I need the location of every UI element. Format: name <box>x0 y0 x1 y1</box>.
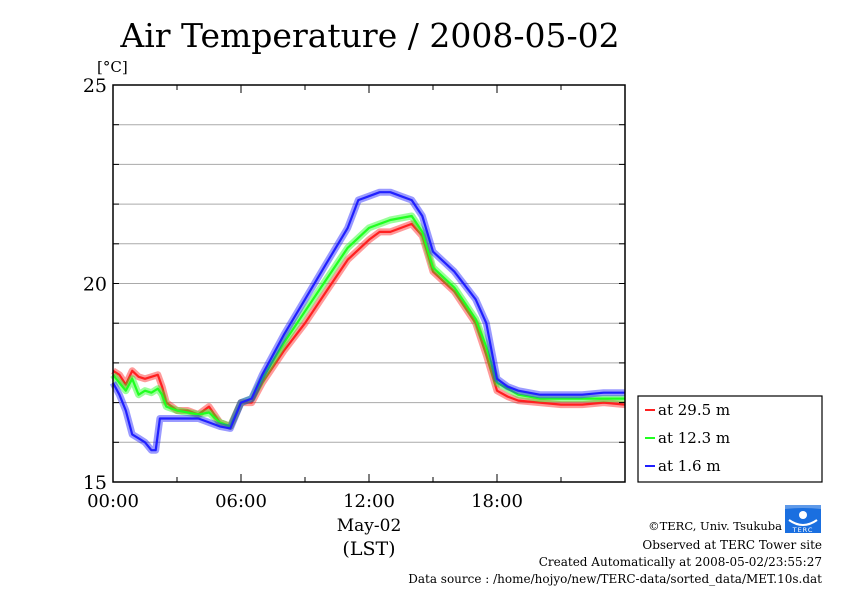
series-2 <box>109 188 625 454</box>
svg-text:TERC: TERC <box>792 526 814 534</box>
x-tick-label: 06:00 <box>215 491 267 512</box>
y-tick-label: 15 <box>83 472 107 494</box>
legend-label: at 29.5 m <box>658 401 730 419</box>
chart-title: Air Temperature / 2008-05-02 <box>119 16 619 55</box>
x-tick-label: 12:00 <box>343 491 395 512</box>
terc-logo: TERC <box>785 505 821 534</box>
created-text: Created Automatically at 2008-05-02/23:5… <box>539 555 822 569</box>
legend-label: at 1.6 m <box>658 457 721 475</box>
series-1 <box>110 212 625 430</box>
x-axis-unit: (LST) <box>342 538 395 560</box>
site-text: Observed at TERC Tower site <box>642 538 822 552</box>
source-text: Data source : /home/hojyo/new/TERC-data/… <box>408 572 822 586</box>
series-line <box>112 222 626 428</box>
y-tick-label: 25 <box>83 75 107 97</box>
series-line <box>112 191 625 452</box>
x-tick-label: 00:00 <box>87 491 139 512</box>
legend: at 29.5 m at 12.3 m at 1.6 m <box>637 395 823 483</box>
y-tick-label: 20 <box>83 274 107 296</box>
series-line <box>112 214 625 428</box>
legend-label: at 12.3 m <box>658 429 730 447</box>
x-tick-label: 18:00 <box>471 491 523 512</box>
y-axis-label: [°C] <box>97 58 128 76</box>
series-0 <box>111 220 626 430</box>
copyright-text: ©TERC, Univ. Tsukuba <box>648 519 782 533</box>
x-axis-label: May-02 <box>337 516 402 536</box>
